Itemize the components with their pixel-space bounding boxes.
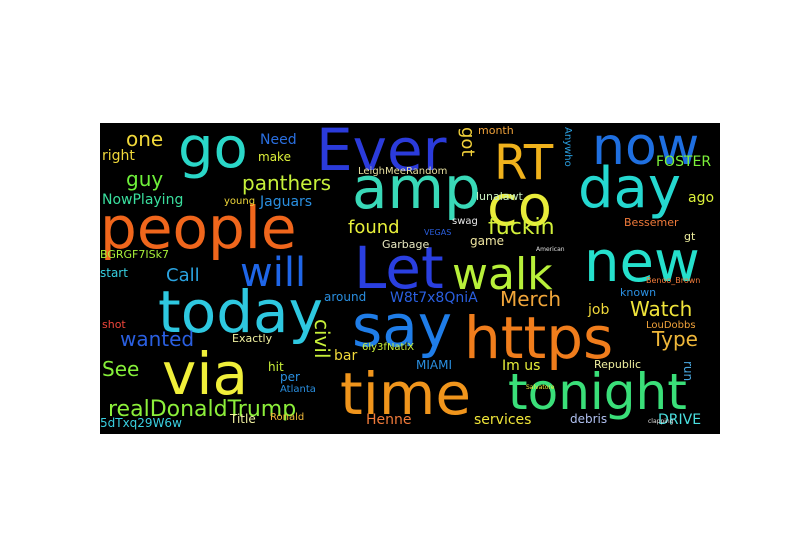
- word-today: today: [158, 278, 323, 346]
- word-make: make: [258, 150, 291, 164]
- word-got: got: [457, 127, 478, 157]
- word-realdonaldtrump: realDonaldTrump: [108, 397, 297, 422]
- word-cloud: Ever now go RT amp day co people new Let…: [100, 123, 720, 434]
- word-need: Need: [260, 132, 297, 148]
- word-day: day: [578, 156, 682, 221]
- word-co: co: [487, 174, 553, 239]
- word-bar: bar: [334, 348, 358, 364]
- word-say: say: [352, 292, 453, 360]
- word-watch: Watch: [630, 297, 693, 321]
- word-found: found: [348, 217, 400, 238]
- word-hit: hit: [268, 360, 284, 374]
- word-let: Let: [354, 234, 444, 302]
- word-swag: swag: [452, 216, 478, 227]
- word-go: go: [178, 123, 248, 181]
- word-drive: DRIVE: [658, 412, 702, 428]
- word-one: one: [126, 127, 164, 151]
- word-title: Title: [230, 412, 256, 426]
- word-ever: Ever: [316, 123, 447, 184]
- word-bgrgf7isk7: BGRGF7ISk7: [100, 248, 169, 261]
- word-wanted: wanted: [120, 327, 195, 351]
- word-fuckin: fuckin: [488, 215, 555, 240]
- word-time: time: [340, 360, 472, 428]
- word-walk: walk: [452, 249, 553, 300]
- word-anywho: Anywho: [562, 127, 573, 167]
- word-call: Call: [166, 265, 200, 286]
- word-panthers: panthers: [242, 171, 332, 195]
- word-w8t7x8qnia: W8t7x8QniA: [390, 290, 478, 306]
- word-benoo-brown: Benoo_Brown: [646, 276, 701, 285]
- word-jaguars: Jaguars: [260, 194, 313, 210]
- word-per: per: [280, 370, 300, 384]
- word-young: young: [224, 196, 256, 207]
- word-people: people: [100, 194, 297, 262]
- word-https: https: [464, 304, 614, 372]
- word-henne: Henne: [366, 412, 412, 428]
- word-garbage: Garbage: [382, 238, 430, 251]
- word-type: Type: [652, 327, 698, 351]
- word-right: right: [102, 148, 135, 164]
- word-nowplaying: NowPlaying: [102, 192, 184, 208]
- word-ronald: Ronald: [270, 412, 305, 423]
- word-vegas: VEGAS: [424, 228, 452, 237]
- word-salvatore: Salvatore: [526, 384, 555, 391]
- word-amp: amp: [352, 154, 481, 222]
- word-atlanta: Atlanta: [280, 384, 316, 395]
- word-clapping: clapping: [648, 418, 674, 425]
- word-via: via: [162, 340, 248, 408]
- word-republic: Republic: [594, 358, 642, 371]
- word-see: See: [102, 357, 140, 381]
- word-will: will: [240, 250, 307, 296]
- word-loudobbs: LouDobbs: [646, 320, 696, 331]
- word-job: job: [588, 302, 610, 318]
- word-american: American: [536, 246, 565, 253]
- word-new: new: [584, 230, 700, 295]
- word-services: services: [474, 412, 532, 428]
- word-start: start: [100, 266, 128, 280]
- word-debris: debris: [570, 412, 608, 426]
- word-ago: ago: [688, 190, 715, 206]
- word-civil: civil: [310, 319, 334, 359]
- word-exactly: Exactly: [232, 332, 273, 345]
- word-now: now: [592, 123, 700, 177]
- word-rt: RT: [494, 135, 554, 191]
- word-6ly3fnatix: 6ly3fNatiX: [362, 342, 415, 353]
- word-around: around: [324, 290, 367, 304]
- word-foster: FOSTER: [656, 154, 712, 170]
- word-guy: guy: [126, 167, 164, 191]
- word-month: month: [478, 124, 514, 137]
- word-shot: shot: [102, 318, 126, 331]
- word-im-us: Im us: [502, 358, 541, 374]
- word-leighmeerandom: LeighMeeRandom: [358, 166, 448, 177]
- word-lunalawt: lunalawt: [476, 190, 523, 203]
- word-tonight: tonight: [508, 363, 687, 421]
- word-game: game: [470, 234, 505, 248]
- word-gt: gt: [684, 230, 696, 243]
- word-known: known: [620, 286, 657, 299]
- word-5dtxq29w6w: 5dTxq29W6w: [100, 416, 182, 430]
- word-merch: Merch: [500, 287, 562, 311]
- word-miami: MIAMI: [416, 358, 452, 372]
- word-run: run: [681, 361, 695, 382]
- word-bessemer: Bessemer: [624, 216, 679, 229]
